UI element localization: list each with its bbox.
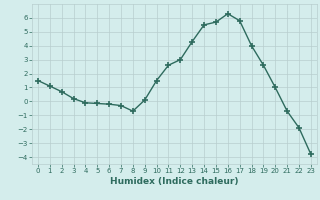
X-axis label: Humidex (Indice chaleur): Humidex (Indice chaleur): [110, 177, 239, 186]
